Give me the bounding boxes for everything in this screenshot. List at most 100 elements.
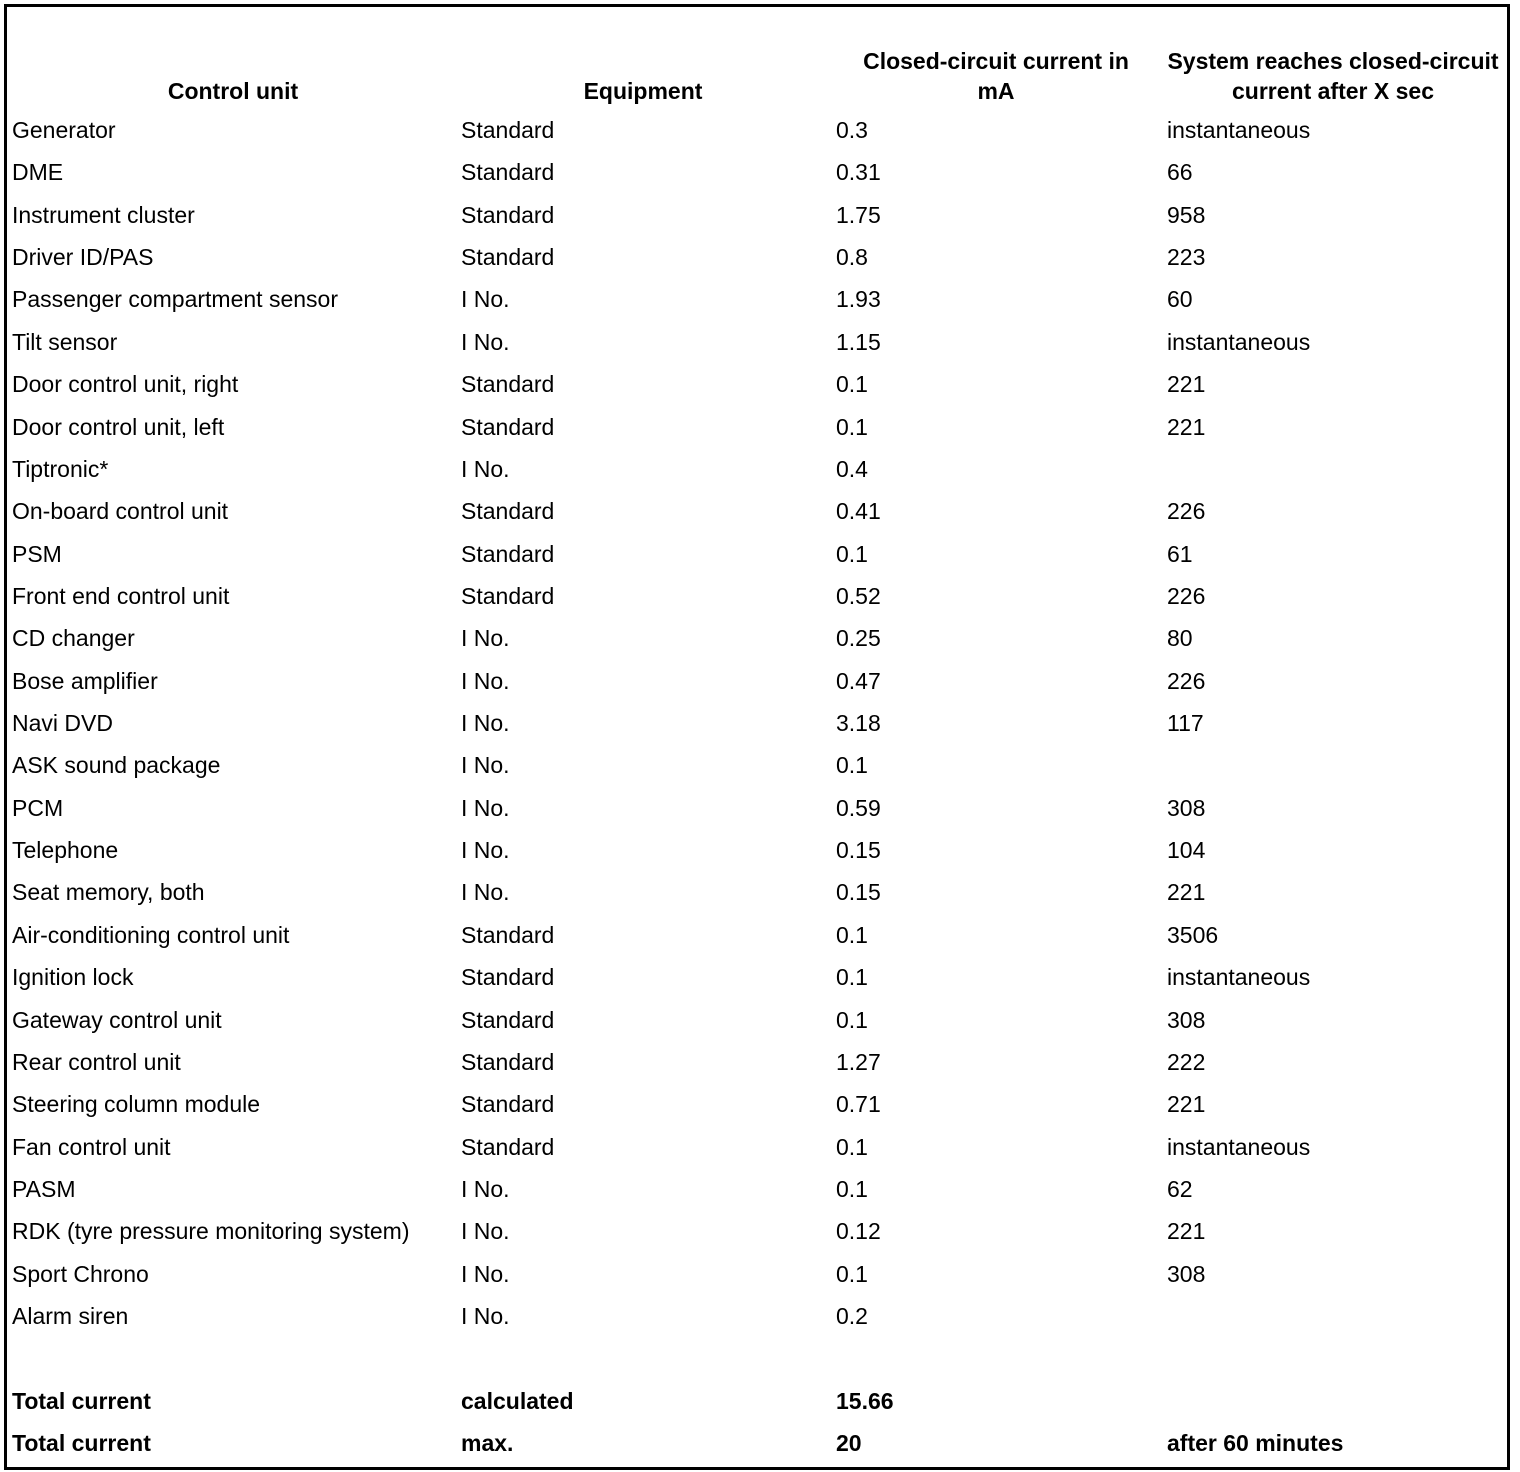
table-cell: 223 xyxy=(1167,244,1206,271)
table-cell: Door control unit, left xyxy=(12,413,225,440)
total-cell: max. xyxy=(461,1430,514,1457)
table-cell: Standard xyxy=(461,582,555,609)
header-cell-box: Control unit xyxy=(8,10,458,106)
table-cell: I No. xyxy=(461,1176,510,1202)
table-cell: instantaneous xyxy=(1167,964,1311,991)
table-cell: 226 xyxy=(1167,582,1206,609)
table-cell: 0.52 xyxy=(836,582,881,609)
table-cell: 0.12 xyxy=(836,1218,881,1245)
table-cell: Telephone xyxy=(12,837,119,864)
table-cell: Standard xyxy=(461,1048,555,1075)
table-cell: 0.15 xyxy=(836,837,881,864)
header-cell: System reaches closed-circuit current af… xyxy=(1167,48,1499,104)
table-cell: 221 xyxy=(1167,371,1206,398)
header-cell: Control unit xyxy=(167,78,299,104)
table-cell: I No. xyxy=(461,286,510,313)
table-cell: Standard xyxy=(461,921,555,948)
table-cell: 0.1 xyxy=(836,964,868,991)
table-cell: Standard xyxy=(461,244,555,271)
table-cell: 117 xyxy=(1167,710,1204,737)
table-cell: 226 xyxy=(1167,498,1206,525)
total-cell: Total current xyxy=(12,1387,151,1414)
table-cell: Standard xyxy=(461,498,555,525)
table-cell: DME xyxy=(12,159,64,186)
table-cell: Fan control unit xyxy=(12,1133,171,1160)
table-cell: 66 xyxy=(1167,159,1193,186)
table-cell: 1.75 xyxy=(836,201,881,228)
table-cell: 0.25 xyxy=(836,625,881,652)
table-cell: Standard xyxy=(461,1133,555,1160)
table-cell: 0.3 xyxy=(836,117,868,143)
table-cell: 0.1 xyxy=(836,371,868,398)
table-cell: 221 xyxy=(1167,879,1206,906)
table-cell: Navi DVD xyxy=(12,710,113,737)
table-cell: I No. xyxy=(461,752,510,779)
table-cell: Standard xyxy=(461,1006,555,1033)
table-cell: Driver ID/PAS xyxy=(12,244,154,271)
table-cell: 0.1 xyxy=(836,1006,868,1033)
table-cell: Tilt sensor xyxy=(12,328,118,355)
table-cell: Instrument cluster xyxy=(12,201,195,228)
table-cell: 0.31 xyxy=(836,159,881,186)
table-cell: I No. xyxy=(461,794,510,821)
total-cell: Total current xyxy=(12,1430,151,1457)
table-cell: 308 xyxy=(1167,1260,1206,1287)
table-cell: 221 xyxy=(1167,1218,1206,1245)
table-frame xyxy=(4,4,1510,1470)
header-cell: Closed-circuit current in mA xyxy=(863,48,1129,104)
table-cell: 0.47 xyxy=(836,667,881,694)
table-cell: 1.15 xyxy=(836,328,881,355)
table-cell: 0.1 xyxy=(836,413,868,440)
table-cell: Alarm siren xyxy=(12,1303,129,1330)
table-cell: 104 xyxy=(1167,837,1206,864)
table-cell: 3.18 xyxy=(836,710,881,737)
table-cell: I No. xyxy=(461,328,510,355)
total-cell: 20 xyxy=(836,1430,862,1457)
table-cell: I No. xyxy=(461,625,510,652)
table-cell: Rear control unit xyxy=(12,1048,181,1075)
table-cell: Door control unit, right xyxy=(12,371,239,398)
table-cell: Air-conditioning control unit xyxy=(12,921,290,948)
table-cell: 222 xyxy=(1167,1048,1206,1075)
table-cell: 1.27 xyxy=(836,1048,881,1075)
table-cell: 226 xyxy=(1167,667,1206,694)
table-cell: Standard xyxy=(461,371,555,398)
table-cell: RDK (tyre pressure monitoring system) xyxy=(12,1218,410,1245)
table-cell: instantaneous xyxy=(1167,1133,1311,1160)
header-cell-box: Equipment xyxy=(457,10,829,106)
table-cell: Gateway control unit xyxy=(12,1006,222,1033)
table-cell: 61 xyxy=(1167,540,1193,567)
table-cell: Standard xyxy=(461,964,555,991)
table-cell: I No. xyxy=(461,1303,510,1330)
header-cell-box: System reaches closed-circuit current af… xyxy=(1160,10,1506,106)
table-cell: Front end control unit xyxy=(12,582,230,609)
table-cell: 958 xyxy=(1167,201,1206,228)
table-cell: PCM xyxy=(12,794,64,821)
table-cell: I No. xyxy=(461,837,510,864)
table-cell: Standard xyxy=(461,1091,555,1118)
table-cell: 80 xyxy=(1167,625,1193,652)
table-cell: 0.1 xyxy=(836,540,868,567)
total-cell: 15.66 xyxy=(836,1387,894,1414)
table-cell: 0.15 xyxy=(836,879,881,906)
table-cell: Passenger compartment sensor xyxy=(12,286,338,313)
table-cell: 221 xyxy=(1167,1091,1206,1118)
table-cell: 308 xyxy=(1167,1006,1206,1033)
table-cell: I No. xyxy=(461,1218,510,1245)
table-cell: Standard xyxy=(461,201,555,228)
table-cell: CD changer xyxy=(12,625,135,652)
table-cell: I No. xyxy=(461,667,510,694)
table-cell: Seat memory, both xyxy=(12,879,205,906)
table-cell: 0.2 xyxy=(836,1303,868,1330)
header-cell-box: Closed-circuit current in mA xyxy=(846,10,1146,106)
table-cell: 0.1 xyxy=(836,1176,868,1202)
table-cell: I No. xyxy=(461,710,510,737)
table-cell: 0.1 xyxy=(836,921,868,948)
table-cell: Bose amplifier xyxy=(12,667,158,694)
table-cell: Ignition lock xyxy=(12,964,134,991)
table-cell: Standard xyxy=(461,159,555,186)
table-cell: instantaneous xyxy=(1167,328,1311,355)
table-cell: I No. xyxy=(461,1260,510,1287)
table-cell: Steering column module xyxy=(12,1091,261,1118)
